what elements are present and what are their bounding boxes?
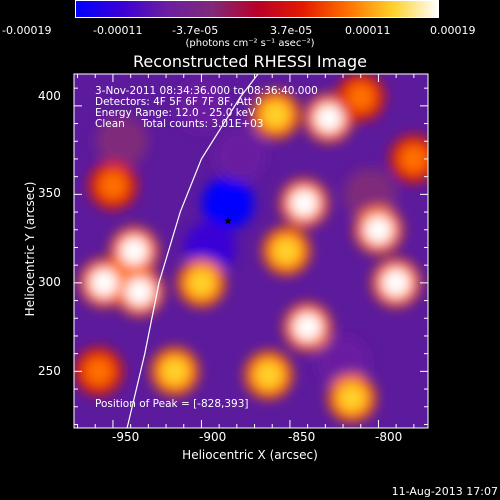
y-axis-label: Heliocentric Y (arcsec)	[23, 181, 37, 317]
info-line-energy: Energy Range: 12.0 - 25.0 keV	[95, 107, 256, 119]
heatmap-cold-region	[175, 79, 228, 132]
peak-marker	[224, 216, 232, 225]
heatmap-hot-region	[314, 104, 343, 133]
footer-timestamp: 11-Aug-2013 17:07	[391, 485, 498, 498]
info-line-detectors: Detectors: 4F 5F 6F 7F 8F, Att 0	[95, 96, 262, 108]
heatmap-hot-region	[293, 313, 322, 342]
heatmap-hot-region	[399, 144, 428, 173]
heatmap-hot-region	[337, 383, 366, 412]
colorbar-unit-label: (photons cm⁻² s⁻¹ asec⁻²)	[185, 38, 315, 49]
x-tick-label: -850	[288, 430, 316, 444]
heatmap-hot-region	[160, 357, 189, 386]
solar-limb-line	[126, 74, 259, 428]
chart-title: Reconstructed RHESSI Image	[133, 52, 367, 71]
y-tick-label: 250	[38, 364, 61, 378]
heatmap-hot-region	[120, 237, 149, 265]
heatmap-hot-region	[364, 215, 393, 244]
heatmap-hot-region	[187, 268, 216, 297]
y-tick-label: 300	[38, 275, 61, 289]
y-tick-labels: 250 300 350 400	[0, 0, 74, 440]
y-tick-label: 400	[38, 89, 61, 103]
heatmap-hot-region	[346, 83, 375, 112]
peak-position-label: Position of Peak = [-828,393]	[95, 398, 249, 410]
x-tick-label: -800	[375, 430, 403, 444]
colorbar-tick-label: 3.7e-05	[270, 24, 313, 37]
heatmap-hot-region	[98, 171, 127, 200]
x-axis-label: Heliocentric X (arcsec)	[182, 448, 318, 462]
heatmap-hot-region	[90, 268, 119, 297]
colorbar-tick-label: -0.00011	[93, 24, 143, 37]
colorbar	[75, 0, 439, 20]
colorbar-tick-label: -0.00019	[2, 24, 52, 37]
heatmap-hot-region	[84, 357, 113, 386]
info-line-counts: Clean Total counts: 3.01E+03	[95, 118, 264, 130]
heatmap-hot-region	[382, 268, 411, 297]
x-tick-labels: -950 -900 -850 -800	[0, 430, 500, 446]
colorbar-gradient	[75, 0, 439, 18]
heatmap-cold-region	[95, 115, 148, 168]
heatmap-hot-region	[254, 360, 283, 389]
plot-frame	[73, 73, 429, 429]
x-tick-label: -900	[199, 430, 227, 444]
heatmap-hot-region	[125, 277, 154, 306]
plot-area	[73, 73, 429, 429]
heatmap-hot-region	[272, 237, 301, 265]
axis-ticks	[74, 74, 428, 428]
heatmap-cold-region	[201, 177, 254, 230]
heatmap-hot-region	[261, 100, 290, 129]
heatmap-hot-region	[290, 189, 319, 218]
x-tick-label: -950	[112, 430, 140, 444]
info-line-time: 3-Nov-2011 08:34:36.000 to 08:36:40.000	[95, 85, 318, 97]
colorbar-ticks: -0.00019 -0.00011 -3.7e-05 3.7e-05 0.000…	[0, 24, 500, 38]
y-tick-label: 350	[38, 186, 61, 200]
heatmap-cold-region	[214, 129, 267, 182]
plot-info: 3-Nov-2011 08:34:36.000 to 08:36:40.000 …	[95, 86, 318, 130]
colorbar-tick-label: 0.00019	[430, 24, 476, 37]
colorbar-tick-label: 0.00011	[345, 24, 391, 37]
colorbar-tick-label: -3.7e-05	[172, 24, 219, 37]
